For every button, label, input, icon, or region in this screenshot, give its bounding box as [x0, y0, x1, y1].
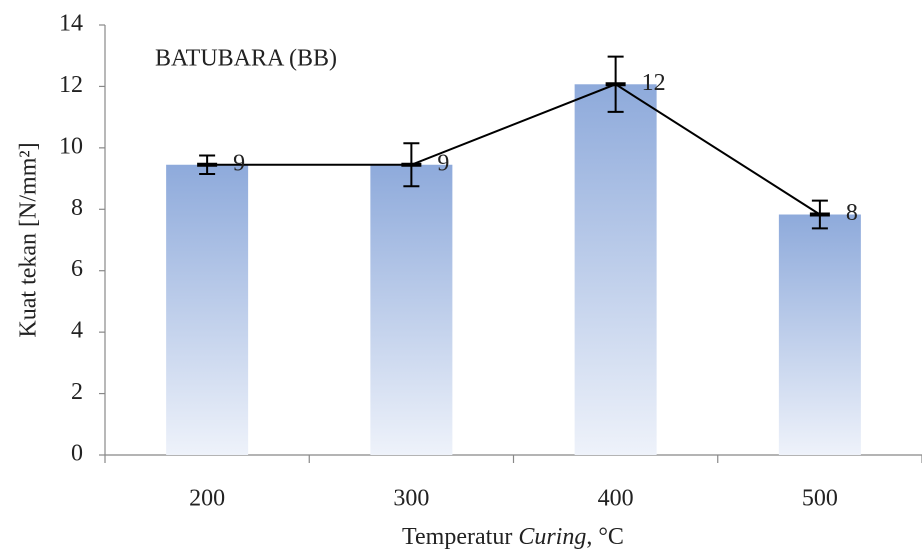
x-tick-label: 400	[598, 486, 634, 512]
value-label: 8	[846, 200, 858, 226]
y-tick-label: 12	[59, 72, 83, 98]
x-axis-label: Temperatur Curing, °C	[402, 524, 624, 550]
value-label: 12	[642, 70, 666, 96]
annotation: BATUBARA (BB)	[155, 46, 337, 72]
value-label: 9	[437, 150, 449, 176]
y-tick-label: 2	[71, 379, 83, 405]
bar	[574, 84, 657, 456]
x-tick-label: 200	[189, 486, 225, 512]
x-tick-label: 500	[802, 486, 838, 512]
y-tick-label: 0	[71, 441, 83, 467]
value-label: 9	[233, 150, 245, 176]
y-tick-label: 6	[71, 256, 83, 282]
y-tick-label: 14	[59, 11, 83, 37]
y-tick-label: 10	[59, 133, 83, 159]
line	[207, 83, 821, 216]
bar	[166, 164, 249, 455]
x-axis-label-part: Curing	[518, 524, 586, 550]
bar	[370, 164, 453, 455]
x-axis-label-part: Temperatur	[402, 524, 512, 550]
y-axis-label: Kuat tekan [N/mm²]	[16, 142, 42, 337]
bar	[778, 214, 861, 455]
y-tick-label: 4	[71, 318, 83, 344]
x-axis-label-part: , °C	[586, 524, 624, 550]
y-tick-label: 8	[71, 195, 83, 221]
x-tick-label: 300	[393, 486, 429, 512]
